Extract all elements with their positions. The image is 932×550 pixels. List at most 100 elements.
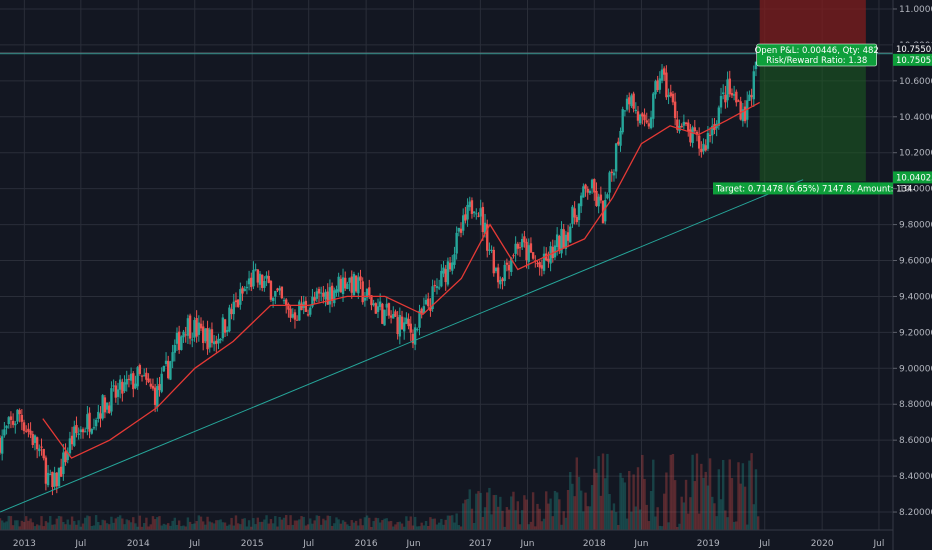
volume-bar <box>708 458 712 530</box>
volume-bar <box>475 493 478 530</box>
candle-body <box>160 373 163 392</box>
volume-bar <box>735 521 738 530</box>
volume-bar <box>442 524 445 530</box>
candle-body <box>673 101 677 118</box>
volume-bar <box>671 453 675 530</box>
candle-body <box>625 98 629 110</box>
volume-bar <box>392 526 395 530</box>
candle-body <box>396 317 399 335</box>
time-tick-label: Jul <box>188 539 200 549</box>
candle-body <box>704 145 707 151</box>
price-badge-text: 10.04025 <box>896 173 932 183</box>
volume-bar <box>94 515 98 530</box>
volume-bar <box>376 518 380 530</box>
grid-lines <box>0 0 893 530</box>
candle-body <box>660 69 664 81</box>
volume-bar <box>492 495 495 530</box>
volume-bar <box>46 522 50 530</box>
volume-bar <box>400 523 404 530</box>
candle-body <box>186 318 190 336</box>
candle-body <box>545 253 548 261</box>
volume-bar <box>206 516 209 530</box>
volume-bar <box>575 457 579 530</box>
volume-bar <box>18 526 21 530</box>
candle-body <box>461 215 465 231</box>
candle-body <box>531 252 535 259</box>
volume-bar <box>448 515 452 530</box>
candle-body <box>280 286 284 299</box>
volume-bar <box>680 496 683 530</box>
candle-body <box>741 109 745 122</box>
price-tick-label: 8.40000 <box>899 472 932 482</box>
candle-body <box>315 291 319 299</box>
volume-bar <box>0 520 4 530</box>
volume-bar <box>606 453 609 530</box>
volume-bar <box>136 526 139 530</box>
price-tick-label: 9.40000 <box>899 292 932 302</box>
volume-bar <box>638 509 642 530</box>
candle-body <box>62 452 65 475</box>
position-tool[interactable] <box>759 0 866 182</box>
candle-body <box>75 425 78 434</box>
candle-body <box>687 122 690 132</box>
candle-body <box>431 286 434 309</box>
candle-body <box>700 148 703 153</box>
volume-bar <box>215 520 218 530</box>
candle-body <box>689 129 692 143</box>
candle-body <box>407 318 410 327</box>
candle-body <box>536 263 539 265</box>
candle-body <box>422 306 426 314</box>
candle-body <box>103 397 107 413</box>
candle-body <box>606 194 609 199</box>
volume-bar <box>398 521 402 530</box>
candle-body <box>645 120 648 123</box>
trendline-line <box>0 179 804 513</box>
volume-bar <box>496 506 500 530</box>
time-tick-label: 2017 <box>469 539 492 549</box>
candle-body <box>226 329 229 333</box>
price-tick-label: 10.60000 <box>899 77 932 87</box>
candle-body <box>309 307 312 315</box>
candle-body <box>695 131 699 135</box>
volume-bar <box>295 520 299 530</box>
candle-body <box>440 270 443 287</box>
candle-body <box>577 203 581 221</box>
candle-body <box>540 265 544 269</box>
volume-bar <box>350 520 353 530</box>
time-tick-label: 2019 <box>697 539 720 549</box>
candle-body <box>433 285 436 287</box>
candle-body <box>708 134 712 136</box>
volume-bar <box>0 518 2 530</box>
candle-body <box>564 234 568 249</box>
candle-body <box>341 277 345 295</box>
time-axis[interactable]: 2013 Jul 2014 Jul 2015 Jul 2016 Jun 2017 Jun 2018 J… <box>0 529 893 549</box>
volume-bar <box>501 510 504 530</box>
time-tick-label: 2020 <box>811 539 834 549</box>
candle-body <box>92 427 96 429</box>
candle-body <box>247 278 251 285</box>
volume-bar <box>7 515 10 530</box>
candle-body <box>732 94 736 96</box>
candle-body <box>374 303 378 314</box>
volume-bar <box>44 521 48 530</box>
volume-bar <box>754 469 758 530</box>
volume-bar <box>177 520 181 530</box>
candle-body <box>14 423 17 426</box>
candle-body <box>204 328 207 342</box>
time-tick-label: Jul <box>302 539 314 549</box>
candle-body <box>420 308 423 315</box>
volume-bar <box>241 518 244 530</box>
volume-bar <box>457 525 461 530</box>
volume-bar <box>748 460 751 530</box>
candle-body <box>116 389 120 397</box>
candle-body <box>153 387 157 405</box>
volume-bar <box>352 522 356 530</box>
candle-body <box>0 437 2 453</box>
volume-bar <box>525 499 528 530</box>
candle-body <box>472 211 476 214</box>
candle-body <box>206 328 209 350</box>
trendline[interactable] <box>0 179 804 513</box>
candle-body <box>667 94 670 98</box>
moving-average-line <box>42 101 761 459</box>
